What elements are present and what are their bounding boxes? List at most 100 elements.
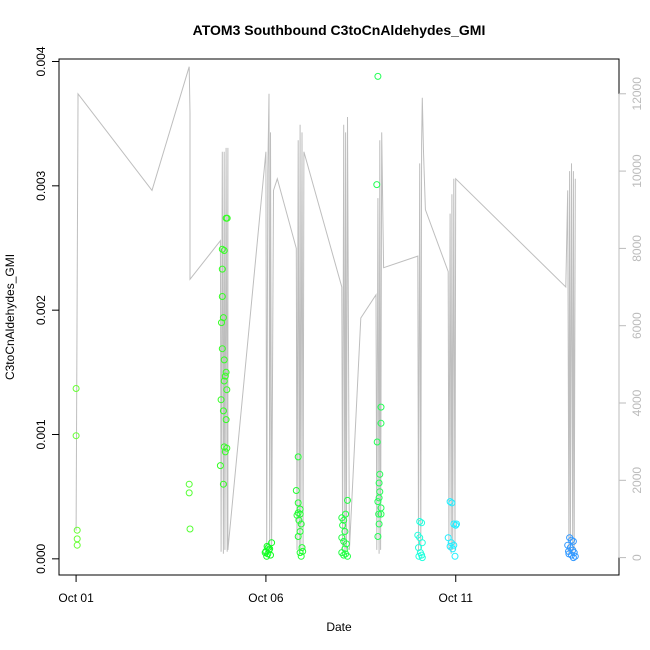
data-point (220, 356, 228, 364)
x-axis: Oct 01 Oct 06 Oct 11 (58, 574, 474, 605)
data-point (415, 552, 423, 560)
data-point (223, 214, 231, 222)
x-tick-label: Oct 01 (58, 591, 94, 605)
data-point (185, 489, 193, 497)
data-point (375, 494, 383, 502)
data-point (452, 521, 460, 529)
data-point (377, 419, 385, 427)
data-point (451, 552, 459, 560)
data-point (263, 542, 271, 550)
y-tick-label: 0.003 (34, 170, 48, 200)
data-point (217, 396, 225, 404)
data-point (264, 544, 272, 552)
data-point (376, 488, 384, 496)
data-point (344, 496, 351, 504)
data-point (73, 541, 81, 549)
data-point (218, 293, 226, 300)
y-tick-label: 0.002 (34, 295, 48, 325)
y2-tick-label: 12000 (630, 77, 644, 111)
data-point (338, 534, 346, 542)
data-point (450, 520, 458, 528)
data-point (341, 528, 349, 535)
data-point (374, 498, 382, 506)
data-point (453, 520, 460, 528)
data-point (418, 554, 426, 562)
data-point (296, 505, 304, 513)
data-point (267, 551, 274, 559)
x-tick-label: Oct 06 (248, 591, 284, 605)
data-point (373, 438, 381, 446)
y-tick-label: 0.001 (34, 419, 48, 449)
data-point (569, 537, 577, 545)
x-axis-label: Date (326, 620, 352, 634)
data-point (416, 518, 424, 525)
data-point (376, 470, 384, 478)
data-point (73, 535, 81, 543)
data-point (218, 245, 226, 253)
data-point (418, 539, 426, 547)
data-point (263, 552, 271, 560)
data-point (218, 319, 225, 327)
data-point (72, 432, 80, 440)
data-point (449, 545, 457, 553)
data-point (218, 265, 226, 273)
data-point (222, 416, 230, 424)
y-axis-label: C3toCnAldehydes_GMI (3, 254, 17, 380)
data-point (418, 519, 426, 527)
data-point (294, 499, 302, 507)
data-point (344, 552, 351, 560)
data-point (219, 480, 227, 488)
scatter-points-layer (72, 72, 579, 562)
data-point (294, 533, 302, 540)
data-point (219, 407, 227, 415)
y-axis-left: 0.000 0.001 0.002 0.003 0.004 (34, 46, 60, 574)
data-point (342, 510, 350, 518)
data-point (216, 462, 224, 470)
data-point (450, 541, 458, 549)
data-point (221, 372, 229, 380)
data-point (373, 181, 381, 189)
data-point (72, 385, 80, 392)
data-point (297, 520, 305, 528)
data-point (292, 487, 300, 494)
altitude-line-layer (75, 66, 576, 554)
data-point (220, 377, 228, 385)
data-point (222, 368, 230, 376)
y-tick-label: 0.004 (34, 46, 48, 76)
data-point (377, 510, 385, 518)
data-point (220, 247, 228, 254)
data-point (297, 552, 305, 560)
data-point (374, 72, 382, 80)
data-point (444, 534, 452, 542)
data-point (221, 448, 229, 456)
data-point (375, 520, 383, 528)
y2-tick-label: 10000 (630, 154, 644, 188)
y2-tick-label: 6000 (630, 312, 644, 339)
data-point (185, 480, 193, 488)
data-point (375, 479, 383, 487)
data-point (340, 551, 348, 559)
y-tick-label: 0.000 (34, 543, 48, 573)
y2-tick-label: 8000 (630, 235, 644, 262)
x-tick-label: Oct 11 (439, 591, 474, 605)
data-point (186, 525, 194, 533)
data-point (223, 444, 231, 452)
chart-title: ATOM3 Southbound C3toCnAldehydes_GMI (193, 22, 486, 38)
altitude-line (75, 66, 576, 554)
data-point (299, 547, 307, 555)
y2-tick-label: 2000 (630, 467, 644, 494)
data-point (377, 403, 385, 411)
data-point (375, 510, 383, 518)
data-point (218, 345, 226, 353)
data-point (73, 526, 81, 534)
data-point (339, 521, 347, 529)
data-point (374, 533, 382, 540)
y2-tick-label: 0 (630, 554, 644, 561)
data-point (571, 552, 579, 560)
y2-tick-label: 4000 (630, 389, 644, 416)
data-point (448, 499, 456, 507)
data-point (342, 540, 350, 548)
data-point (340, 516, 348, 524)
data-point (294, 453, 302, 461)
